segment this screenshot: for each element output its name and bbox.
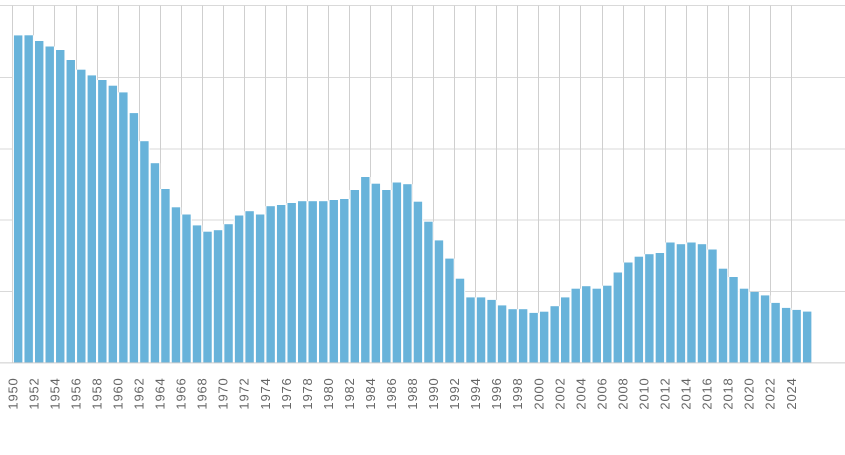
svg-text:1968: 1968 bbox=[195, 377, 210, 409]
svg-text:2014: 2014 bbox=[679, 377, 694, 409]
svg-text:1974: 1974 bbox=[258, 377, 273, 409]
svg-text:1984: 1984 bbox=[363, 377, 378, 409]
svg-text:1994: 1994 bbox=[468, 377, 483, 409]
svg-text:1956: 1956 bbox=[68, 377, 83, 409]
svg-text:1964: 1964 bbox=[153, 377, 168, 409]
svg-text:1978: 1978 bbox=[300, 377, 315, 409]
svg-text:2016: 2016 bbox=[700, 377, 715, 409]
svg-text:1970: 1970 bbox=[216, 377, 231, 409]
svg-text:2018: 2018 bbox=[721, 377, 736, 409]
svg-text:1966: 1966 bbox=[174, 377, 189, 409]
svg-text:1982: 1982 bbox=[342, 377, 357, 409]
svg-text:2000: 2000 bbox=[531, 377, 546, 409]
svg-text:2024: 2024 bbox=[784, 377, 799, 409]
svg-text:1996: 1996 bbox=[489, 377, 504, 409]
svg-text:1962: 1962 bbox=[132, 377, 147, 409]
svg-text:2022: 2022 bbox=[763, 377, 778, 409]
svg-text:1992: 1992 bbox=[447, 377, 462, 409]
svg-text:2008: 2008 bbox=[615, 377, 630, 409]
svg-text:1976: 1976 bbox=[279, 377, 294, 409]
svg-text:1986: 1986 bbox=[384, 377, 399, 409]
svg-text:1998: 1998 bbox=[510, 377, 525, 409]
svg-text:1988: 1988 bbox=[405, 377, 420, 409]
svg-text:1954: 1954 bbox=[47, 377, 62, 409]
svg-text:1958: 1958 bbox=[89, 377, 104, 409]
svg-text:2006: 2006 bbox=[594, 377, 609, 409]
svg-text:2020: 2020 bbox=[742, 377, 757, 409]
svg-text:2012: 2012 bbox=[658, 377, 673, 409]
svg-text:1980: 1980 bbox=[321, 377, 336, 409]
svg-text:1950: 1950 bbox=[5, 377, 20, 409]
svg-text:2004: 2004 bbox=[573, 377, 588, 409]
svg-text:2010: 2010 bbox=[636, 377, 651, 409]
svg-text:1952: 1952 bbox=[26, 377, 41, 409]
svg-text:1972: 1972 bbox=[237, 377, 252, 409]
svg-text:1990: 1990 bbox=[426, 377, 441, 409]
svg-text:2002: 2002 bbox=[552, 377, 567, 409]
svg-text:1960: 1960 bbox=[110, 377, 125, 409]
